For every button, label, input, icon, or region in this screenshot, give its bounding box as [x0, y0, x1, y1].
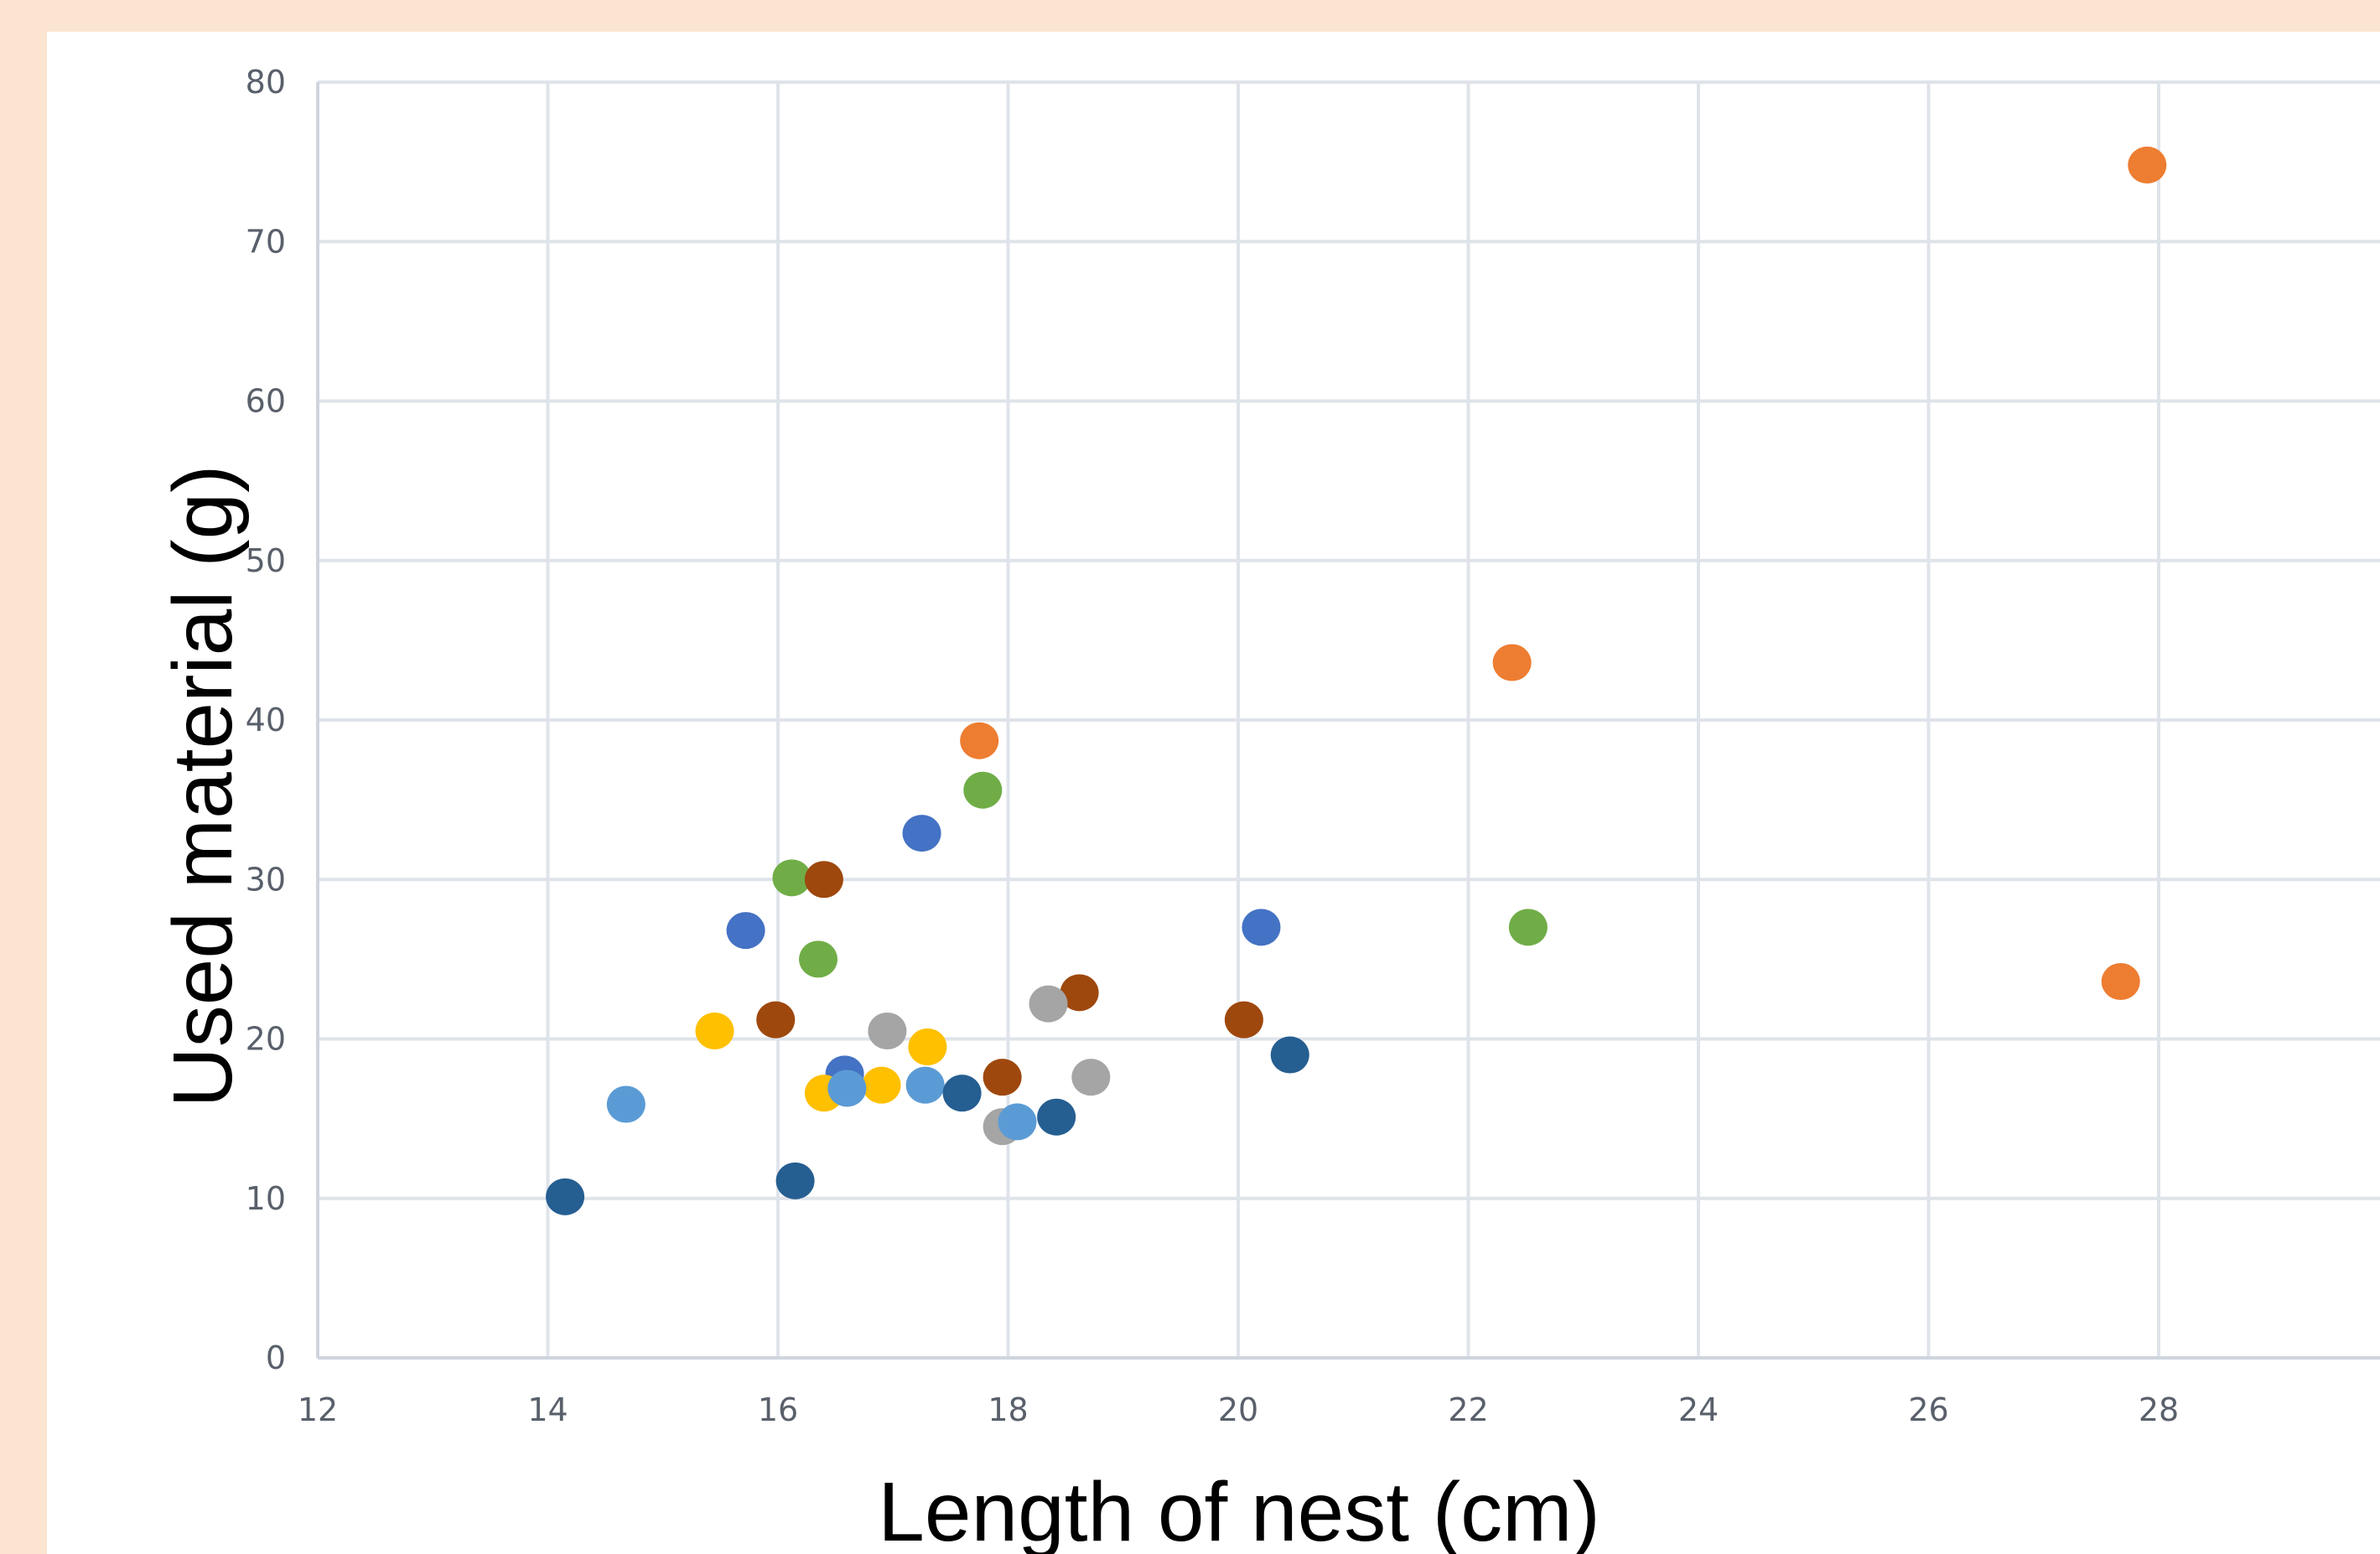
data-point — [1029, 985, 1068, 1023]
y-tick-label: 80 — [246, 64, 286, 101]
data-point — [983, 1059, 1022, 1096]
data-point — [960, 722, 999, 759]
y-tick-label: 30 — [246, 861, 286, 898]
x-tick-label: 24 — [1678, 1391, 1719, 1428]
data-point — [606, 1085, 646, 1123]
x-tick-label: 26 — [1908, 1391, 1948, 1428]
y-tick-label: 40 — [246, 702, 286, 738]
data-point — [868, 1012, 907, 1049]
data-point — [1492, 644, 1532, 681]
data-point — [695, 1012, 734, 1049]
y-tick-label: 0 — [266, 1339, 286, 1376]
x-tick-label: 28 — [2139, 1391, 2179, 1428]
data-point — [756, 1001, 796, 1039]
data-point — [902, 815, 941, 852]
data-point — [1508, 909, 1548, 946]
data-point — [1071, 1059, 1111, 1096]
x-tick-label: 22 — [1448, 1391, 1488, 1428]
data-point — [546, 1178, 585, 1215]
x-tick-labels: 12 14 16 18 20 22 24 26 28 3 — [298, 1391, 2380, 1428]
data-point — [726, 912, 765, 950]
data-point — [905, 1066, 945, 1104]
y-tick-label: 10 — [246, 1180, 286, 1217]
axes — [316, 82, 2380, 1360]
x-tick-label: 18 — [988, 1391, 1028, 1428]
x-axis-title: Length of nest (cm) — [878, 1465, 1600, 1554]
data-point — [942, 1075, 982, 1112]
x-tick-label: 3 — [2378, 1391, 2380, 1428]
data-point — [1242, 909, 1281, 946]
x-tick-label: 20 — [1218, 1391, 1258, 1428]
data-point — [908, 1028, 947, 1066]
y-tick-label: 60 — [246, 383, 286, 420]
gridlines — [318, 80, 2380, 1358]
data-point — [2128, 146, 2167, 184]
data-point — [827, 1070, 867, 1107]
x-tick-label: 12 — [298, 1391, 338, 1428]
y-tick-labels: 0 10 20 30 40 50 60 70 80 — [246, 64, 286, 1376]
data-points — [546, 146, 2167, 1215]
x-tick-label: 14 — [527, 1391, 568, 1428]
data-point — [2101, 963, 2140, 1001]
y-tick-label: 50 — [246, 542, 286, 579]
y-tick-label: 70 — [246, 223, 286, 260]
data-point — [1270, 1036, 1309, 1074]
data-point — [799, 940, 838, 978]
data-point — [775, 1162, 815, 1199]
y-tick-label: 20 — [246, 1021, 286, 1058]
data-point — [772, 859, 811, 897]
data-point — [998, 1103, 1037, 1141]
data-point — [963, 771, 1003, 809]
x-tick-label: 16 — [758, 1391, 798, 1428]
y-axis-title: Used material (g) — [156, 465, 250, 1108]
data-point — [1224, 1001, 1263, 1039]
data-point — [804, 861, 843, 899]
data-point — [1060, 974, 1099, 1012]
data-point — [1037, 1098, 1076, 1136]
data-point — [862, 1066, 901, 1104]
